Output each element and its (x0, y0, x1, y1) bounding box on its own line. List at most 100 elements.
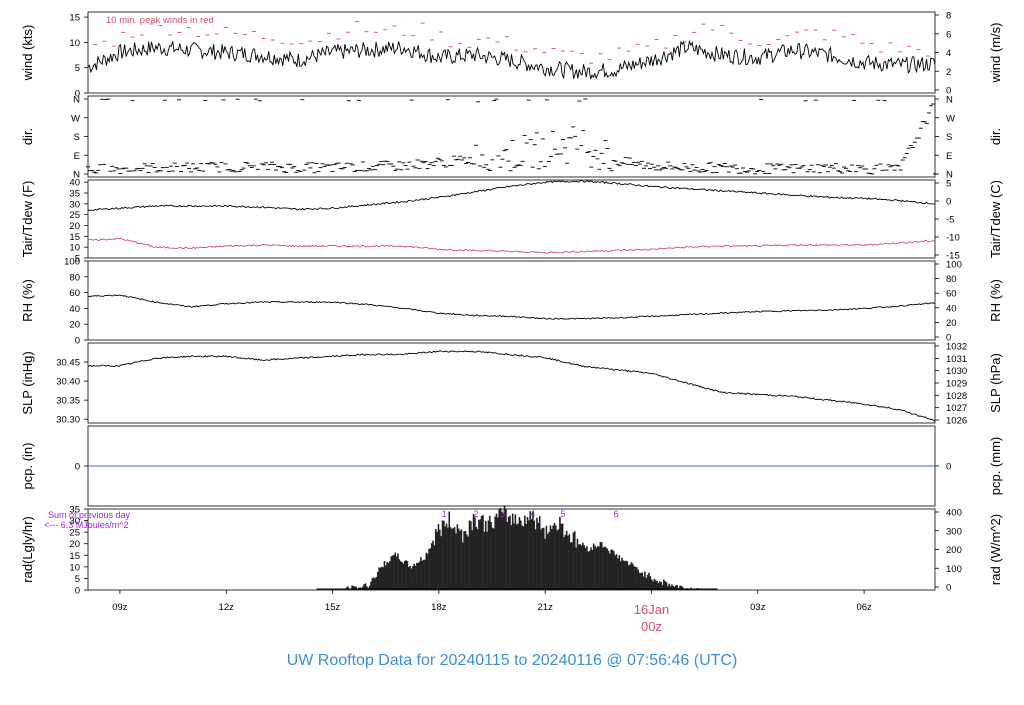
ytick-label-left-dir: N (73, 170, 80, 181)
ytick-label-right-slp: 1030 (946, 366, 967, 377)
ylabel-right-dir: dir. (988, 128, 1003, 145)
ytick-label-right-dir: S (946, 132, 952, 143)
ytick-label-left-rh: 100 (64, 257, 80, 268)
xtick-label: 21z (538, 602, 554, 613)
ytick-label-right-dir: N (946, 170, 953, 181)
ytick-label-right-wind: 8 (946, 11, 951, 22)
ytick-label-left-rad: 5 (75, 574, 80, 585)
ytick-label-right-temp: 0 (946, 197, 951, 208)
ytick-label-left-temp: 5 (75, 254, 80, 265)
xtick-label: 06z (856, 602, 872, 613)
ylabel-left-slp: SLP (inHg) (20, 351, 35, 414)
page-title: UW Rooftop Data for 20240115 to 20240116… (287, 652, 738, 669)
ytick-label-right-slp: 1026 (946, 416, 967, 427)
ytick-label-left-rad: 15 (69, 551, 80, 562)
series-line-temp-0 (87, 179, 935, 211)
hour-mark-2: 2 (474, 509, 479, 519)
ytick-label-right-rh: 100 (946, 260, 962, 271)
ytick-label-right-dir: N (946, 95, 953, 106)
series-line-rh-0 (87, 294, 936, 320)
ytick-label-left-rad: 0 (75, 586, 80, 597)
ytick-label-left-rh: 0 (75, 336, 80, 347)
ytick-label-right-dir: E (946, 151, 952, 162)
ylabel-right-slp: SLP (hPa) (988, 353, 1003, 413)
hour-mark-4: 4 (530, 509, 535, 519)
ylabel-left-temp: Tair/Tdew (F) (20, 181, 35, 258)
ytick-label-right-temp: 5 (946, 179, 951, 190)
ytick-label-right-wind: 4 (946, 48, 951, 59)
ytick-label-left-dir: E (74, 151, 80, 162)
ytick-label-right-temp: -10 (946, 233, 960, 244)
ytick-label-left-temp: 25 (69, 210, 80, 221)
ytick-label-left-temp: 40 (69, 178, 80, 189)
ytick-label-right-temp: -5 (946, 215, 954, 226)
ytick-label-left-slp: 30.40 (56, 377, 80, 388)
ytick-label-right-rad: 400 (946, 508, 962, 519)
series-line-slp-0 (87, 350, 936, 422)
ytick-label-left-temp: 30 (69, 199, 80, 210)
hour-mark-5: 5 (560, 509, 565, 519)
ytick-label-left-rh: 20 (69, 320, 80, 331)
ytick-label-left-rad: 35 (69, 505, 80, 516)
rad-annotation-0: Sum of previous day (48, 510, 131, 520)
ytick-label-right-rh: 40 (946, 303, 957, 314)
ytick-label-right-wind: 0 (946, 86, 951, 97)
ytick-label-right-rad: 300 (946, 526, 962, 537)
ytick-label-left-dir: S (74, 132, 80, 143)
ytick-label-right-rh: 80 (946, 274, 957, 285)
annotation-wind: 10 min. peak winds in red (106, 15, 214, 26)
ytick-label-left-rh: 40 (69, 304, 80, 315)
ylabel-right-pcp: pcp. (mm) (988, 437, 1003, 496)
ytick-label-left-temp: 15 (69, 232, 80, 243)
ytick-label-right-pcp: 0 (946, 462, 951, 473)
ytick-label-right-dir: W (946, 113, 955, 124)
ylabel-left-dir: dir. (20, 128, 35, 145)
hour-mark-3: 3 (500, 509, 505, 519)
ytick-label-left-temp: 10 (69, 243, 80, 254)
ytick-label-right-slp: 1028 (946, 391, 967, 402)
x-date-label: 16Jan (634, 602, 669, 617)
rad-annotation-1: <--- 6.3 MJoules/m^2 (44, 520, 129, 530)
ytick-label-left-rad: 10 (69, 562, 80, 573)
ytick-label-right-slp: 1029 (946, 379, 967, 390)
ytick-label-right-slp: 1031 (946, 354, 967, 365)
ytick-label-left-slp: 30.30 (56, 415, 80, 426)
ytick-label-left-wind: 0 (75, 89, 80, 100)
ytick-label-right-rad: 100 (946, 564, 962, 575)
ytick-label-right-wind: 6 (946, 29, 951, 40)
ytick-label-left-wind: 10 (69, 38, 80, 49)
ytick-label-left-dir: W (71, 113, 80, 124)
ytick-label-left-rh: 60 (69, 288, 80, 299)
hour-mark-1: 1 (442, 509, 447, 519)
panel-frame-rh (87, 260, 936, 341)
ytick-label-right-rh: 0 (946, 333, 951, 344)
ytick-label-left-slp: 30.35 (56, 396, 80, 407)
ytick-label-right-rad: 200 (946, 545, 962, 556)
ytick-label-left-rad: 30 (69, 516, 80, 527)
ytick-label-left-dir: N (73, 95, 80, 106)
ytick-label-right-temp: -15 (946, 251, 960, 262)
ytick-label-left-rad: 25 (69, 528, 80, 539)
ytick-label-right-slp: 1032 (946, 342, 967, 353)
xtick-label: 03z (750, 602, 766, 613)
ytick-label-left-slp: 30.45 (56, 358, 80, 369)
ylabel-right-rad: rad (W/m^2) (988, 514, 1003, 585)
x-date-sub: 00z (641, 619, 662, 634)
xtick-label: 18z (431, 602, 447, 613)
panel-frame-wind (87, 11, 936, 94)
ytick-label-left-rad: 20 (69, 539, 80, 550)
ytick-label-left-temp: 35 (69, 189, 80, 200)
ylabel-right-rh: RH (%) (988, 279, 1003, 322)
ytick-label-left-pcp: 0 (75, 462, 80, 473)
series-line-temp-1 (87, 237, 936, 254)
ytick-label-left-wind: 5 (75, 63, 80, 74)
panel-frame-temp (87, 179, 936, 259)
series-line-wind-0 (87, 39, 936, 80)
hour-mark-6: 6 (614, 509, 619, 519)
ylabel-left-rh: RH (%) (20, 279, 35, 322)
ylabel-left-pcp: pcp. (in) (20, 443, 35, 490)
ylabel-right-wind: wind (m/s) (988, 23, 1003, 84)
ytick-label-right-rh: 60 (946, 289, 957, 300)
